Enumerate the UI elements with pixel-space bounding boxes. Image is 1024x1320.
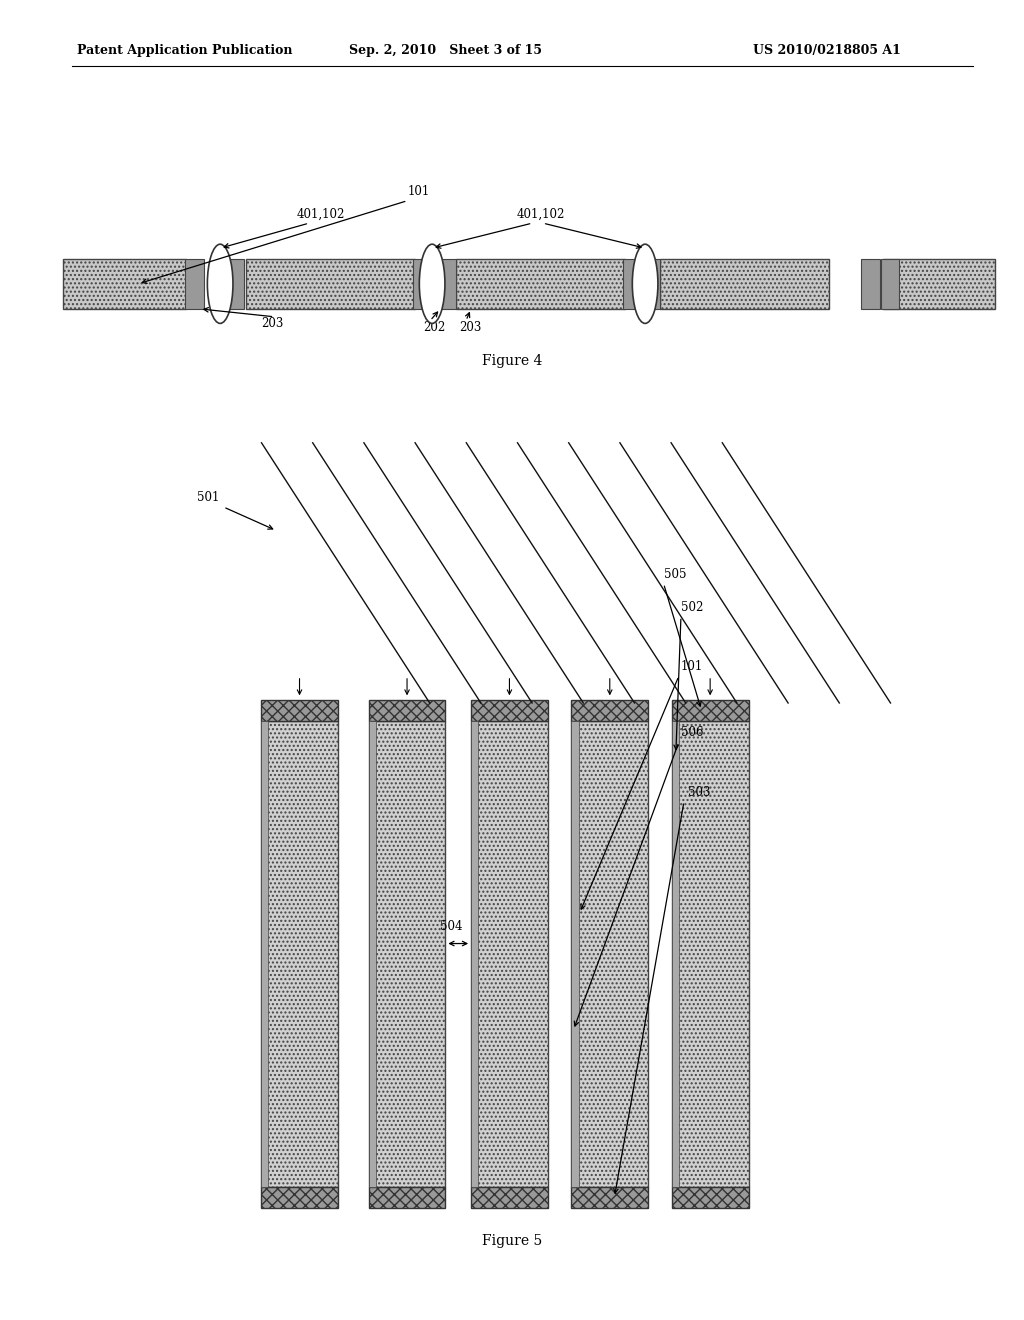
Text: 506: 506 [681,726,703,739]
Text: 504: 504 [440,920,463,933]
Text: 203: 203 [459,321,481,334]
Ellipse shape [420,244,444,323]
Bar [571,700,648,721]
Bar [471,700,548,721]
Text: 101: 101 [681,660,703,673]
Bar [672,721,749,1187]
Bar [672,721,679,1187]
Bar [642,259,660,309]
Text: 502: 502 [681,601,703,614]
Text: 401,102: 401,102 [297,207,345,220]
Bar [261,700,338,721]
Bar [369,1187,445,1208]
Bar [437,259,456,309]
Bar [571,1187,648,1208]
Text: Figure 4: Figure 4 [482,354,542,368]
Bar [660,259,829,309]
Text: 503: 503 [688,785,711,799]
Bar [225,259,244,309]
Text: 401,102: 401,102 [517,207,565,220]
Bar [456,259,625,309]
Text: 202: 202 [423,321,445,334]
Bar [883,259,995,309]
Bar [471,721,478,1187]
Bar [369,721,445,1187]
Bar [672,1187,749,1208]
Ellipse shape [207,244,233,323]
Text: 101: 101 [408,185,430,198]
Text: US 2010/0218805 A1: US 2010/0218805 A1 [753,44,900,57]
Bar [63,259,186,309]
Bar [246,259,415,309]
Bar [261,721,268,1187]
Text: 203: 203 [261,317,284,330]
Bar [369,700,445,721]
Bar [672,700,749,721]
Text: Sep. 2, 2010   Sheet 3 of 15: Sep. 2, 2010 Sheet 3 of 15 [349,44,542,57]
Bar [261,721,338,1187]
Bar [861,259,880,309]
Bar [185,259,204,309]
Bar [413,259,431,309]
Ellipse shape [633,244,657,323]
Bar [261,1187,338,1208]
Bar [623,259,641,309]
Text: Figure 5: Figure 5 [482,1234,542,1249]
Bar [571,721,648,1187]
Bar [571,721,579,1187]
Text: 501: 501 [197,491,219,504]
Bar [471,1187,548,1208]
Text: Patent Application Publication: Patent Application Publication [77,44,292,57]
Bar [881,259,899,309]
Bar [369,721,376,1187]
Text: 505: 505 [664,568,686,581]
Bar [471,721,548,1187]
